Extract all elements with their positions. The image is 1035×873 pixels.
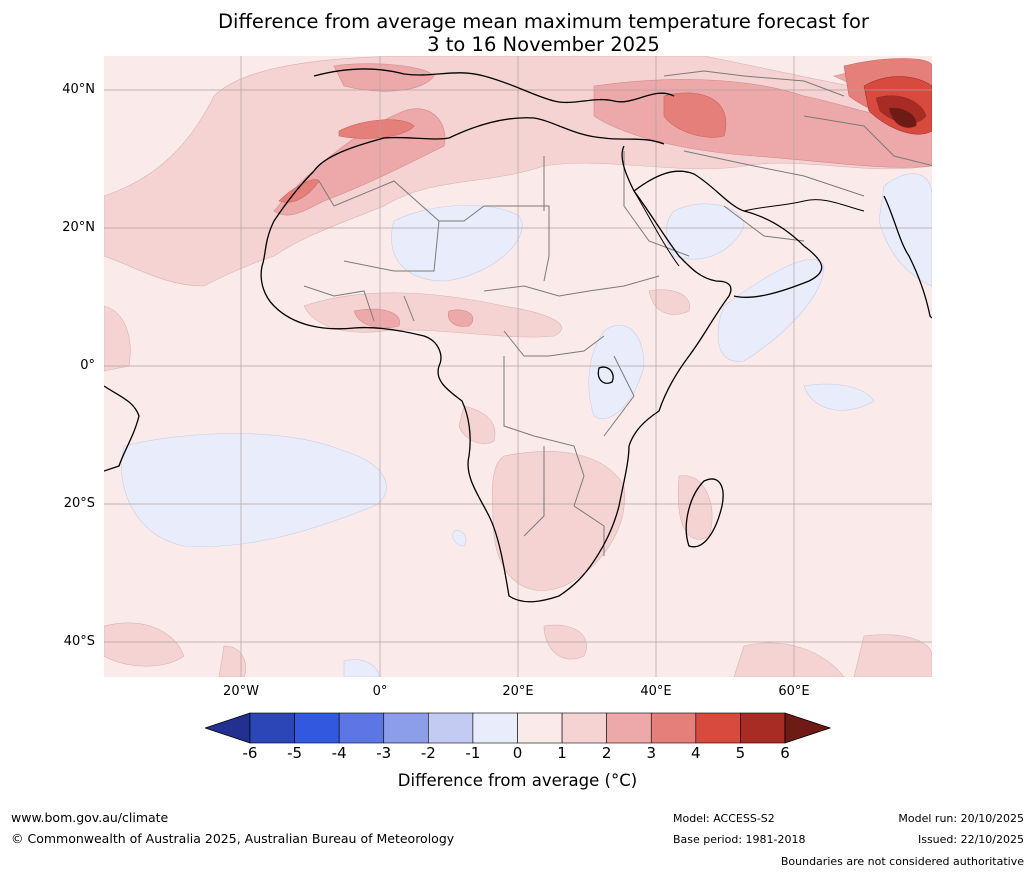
- colorbar-bin: [740, 712, 786, 744]
- colorbar-tick-label: 4: [691, 744, 701, 762]
- lon-label-60e: 60°E: [778, 684, 810, 699]
- colorbar-bin: [606, 712, 652, 744]
- colorbar-tick-label: 6: [780, 744, 790, 762]
- footer-website: www.bom.gov.au/climate: [11, 810, 169, 825]
- lat-label-40n: 40°N: [62, 82, 95, 97]
- footer-model-run: Model run: 20/10/2025: [898, 812, 1024, 825]
- colorbar-tick-label: 3: [646, 744, 657, 762]
- footer-base-period: Base period: 1981-2018: [673, 833, 806, 846]
- colorbar-bin: [338, 712, 385, 744]
- map-title-line2: 3 to 16 November 2025: [427, 33, 660, 56]
- colorbar-tick-label: -1: [465, 744, 481, 762]
- colorbar-tick-label: 1: [557, 744, 567, 762]
- colorbar-arrow-low: [205, 712, 251, 744]
- footer-disclaimer: Boundaries are not considered authoritat…: [780, 855, 1024, 868]
- lat-label-20n: 20°N: [62, 220, 95, 235]
- inland-seas: [633, 190, 865, 267]
- footer-copyright: © Commonwealth of Australia 2025, Austra…: [11, 831, 455, 846]
- colorbar-label: Difference from average (°C): [397, 771, 638, 790]
- colorbar: [205, 712, 831, 744]
- colorbar-tick-label: -2: [420, 744, 436, 762]
- lat-label-20s: 20°S: [63, 496, 95, 511]
- coastlines: [104, 68, 932, 603]
- anomaly-4-to-6-hotspot: [863, 76, 932, 135]
- anomaly-map: [104, 56, 932, 677]
- lat-label-0: 0°: [80, 358, 95, 373]
- colorbar-tick-label: -4: [331, 744, 347, 762]
- map-title-line1: Difference from average mean maximum tem…: [218, 10, 869, 33]
- colorbar-bin: [517, 712, 563, 744]
- footer-model: Model: ACCESS-S2: [673, 812, 775, 825]
- colorbar-tick-label: -5: [287, 744, 303, 762]
- colorbar-bin: [249, 712, 295, 744]
- colorbar-bin: [472, 712, 518, 744]
- lon-label-20w: 20°W: [223, 684, 259, 699]
- colorbar-tick-label: 0: [512, 744, 523, 762]
- colorbar-bin: [695, 712, 741, 744]
- footer-issued: Issued: 22/10/2025: [917, 833, 1024, 846]
- colorbar-arrow-high: [784, 712, 831, 744]
- colorbar-bin: [383, 712, 429, 744]
- colorbar-tick-label: 2: [601, 744, 612, 762]
- colorbar-tick-label: -6: [242, 744, 258, 762]
- lon-label-40e: 40°E: [640, 684, 672, 699]
- colorbar-tick-label: -3: [376, 744, 392, 762]
- lon-label-20e: 20°E: [502, 684, 534, 699]
- colorbar-bin: [650, 712, 697, 744]
- lat-label-40s: 40°S: [63, 634, 95, 649]
- anomaly-minus1-to-0-regions: [121, 173, 932, 677]
- colorbar-bin: [428, 712, 474, 744]
- lon-label-0: 0°: [372, 684, 388, 699]
- colorbar-bin: [294, 712, 340, 744]
- country-borders: [303, 70, 932, 556]
- colorbar-tick-label: 5: [735, 744, 746, 762]
- graticule: [104, 56, 932, 677]
- colorbar-bin: [561, 712, 607, 744]
